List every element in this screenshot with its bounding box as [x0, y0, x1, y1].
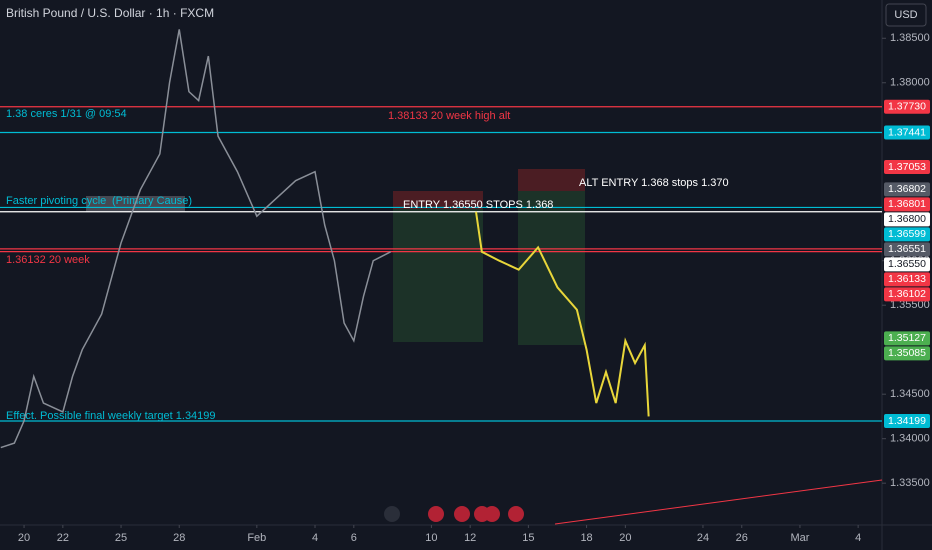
x-tick-label: 26 [736, 532, 748, 544]
price-tag-label: 1.36599 [888, 228, 926, 240]
x-tick-label: 10 [425, 532, 437, 544]
event-icon[interactable] [508, 506, 524, 522]
y-tick-label: 1.38000 [890, 77, 930, 89]
price-tag-label: 1.34199 [888, 415, 926, 427]
price-tag [884, 287, 930, 302]
x-tick-label: 24 [697, 532, 709, 544]
price-tag [884, 272, 930, 287]
price-tag [884, 227, 930, 242]
price-tag-label: 1.36800 [888, 213, 926, 225]
price-tag-label: 1.36550 [888, 258, 926, 270]
x-tick-label: 15 [522, 532, 534, 544]
annotation: 1.36132 20 week [6, 254, 90, 266]
x-tick-label: Mar [790, 532, 809, 544]
y-tick-label: 1.33500 [890, 477, 930, 489]
y-tick-label: 1.34000 [890, 433, 930, 445]
x-tick-label: 18 [580, 532, 592, 544]
price-tag-label: 1.35127 [888, 332, 926, 344]
trend-line [554, 479, 883, 525]
price-tag [884, 99, 930, 114]
price-tag-label: 1.35085 [888, 347, 926, 359]
annotation: Effect. Possible final weekly target 1.3… [6, 410, 216, 422]
x-tick-label: 20 [18, 532, 30, 544]
x-tick-label: 4 [312, 532, 318, 544]
price-line [475, 211, 650, 417]
event-icon[interactable] [454, 506, 470, 522]
price-tag [884, 413, 930, 428]
x-tick-label: 12 [464, 532, 476, 544]
target-zone [518, 191, 585, 345]
annotation: Faster pivoting cycle [6, 195, 106, 207]
price-tag [884, 242, 930, 257]
annotation: 1.38 ceres 1/31 @ 09:54 [6, 108, 127, 120]
x-tick-label: Feb [247, 532, 266, 544]
x-tick-label: 6 [351, 532, 357, 544]
target-zone [393, 209, 483, 342]
stop-zone [393, 191, 483, 209]
price-tag [884, 160, 930, 175]
price-tag-label: 1.36133 [888, 273, 926, 285]
stop-zone [518, 169, 585, 191]
event-icon[interactable] [384, 506, 400, 522]
y-tick-label: 1.34500 [890, 388, 930, 400]
price-tag-label: 1.36802 [888, 183, 926, 195]
annotation: ENTRY 1.36550 STOPS 1.368 [403, 199, 553, 211]
price-tag [884, 257, 930, 272]
price-tag-label: 1.37441 [888, 126, 926, 138]
x-tick-label: 20 [619, 532, 631, 544]
currency-box[interactable] [885, 3, 927, 27]
y-tick-label: 1.35500 [890, 299, 930, 311]
x-tick-label: 28 [173, 532, 185, 544]
price-tag [884, 346, 930, 361]
event-icons [384, 506, 524, 522]
price-tag [884, 331, 930, 346]
price-tag-label: 1.37053 [888, 161, 926, 173]
x-tick-label: 25 [115, 532, 127, 544]
y-tick-label: 1.38500 [890, 32, 930, 44]
x-tick-label: 22 [57, 532, 69, 544]
annotation: ALT ENTRY 1.368 stops 1.370 [579, 177, 729, 189]
price-tag-label: 1.36102 [888, 288, 926, 300]
price-tag-label: 1.36801 [888, 198, 926, 210]
price-tag-label: 1.37730 [888, 101, 926, 113]
event-icon[interactable] [484, 506, 500, 522]
price-tag [884, 125, 930, 140]
price-tag-label: 1.36551 [888, 243, 926, 255]
price-tag [884, 182, 930, 197]
currency-label[interactable]: USD [894, 9, 917, 21]
x-tick-label: 4 [855, 532, 861, 544]
price-line [0, 29, 392, 449]
price-tag [884, 212, 930, 227]
price-tag [884, 197, 930, 212]
annotation: (Primary Cause) [112, 195, 192, 207]
annotation: 1.38133 20 week high alt [388, 110, 510, 122]
chart-title: British Pound / U.S. Dollar · 1h · FXCM [6, 6, 214, 20]
event-icon[interactable] [428, 506, 444, 522]
